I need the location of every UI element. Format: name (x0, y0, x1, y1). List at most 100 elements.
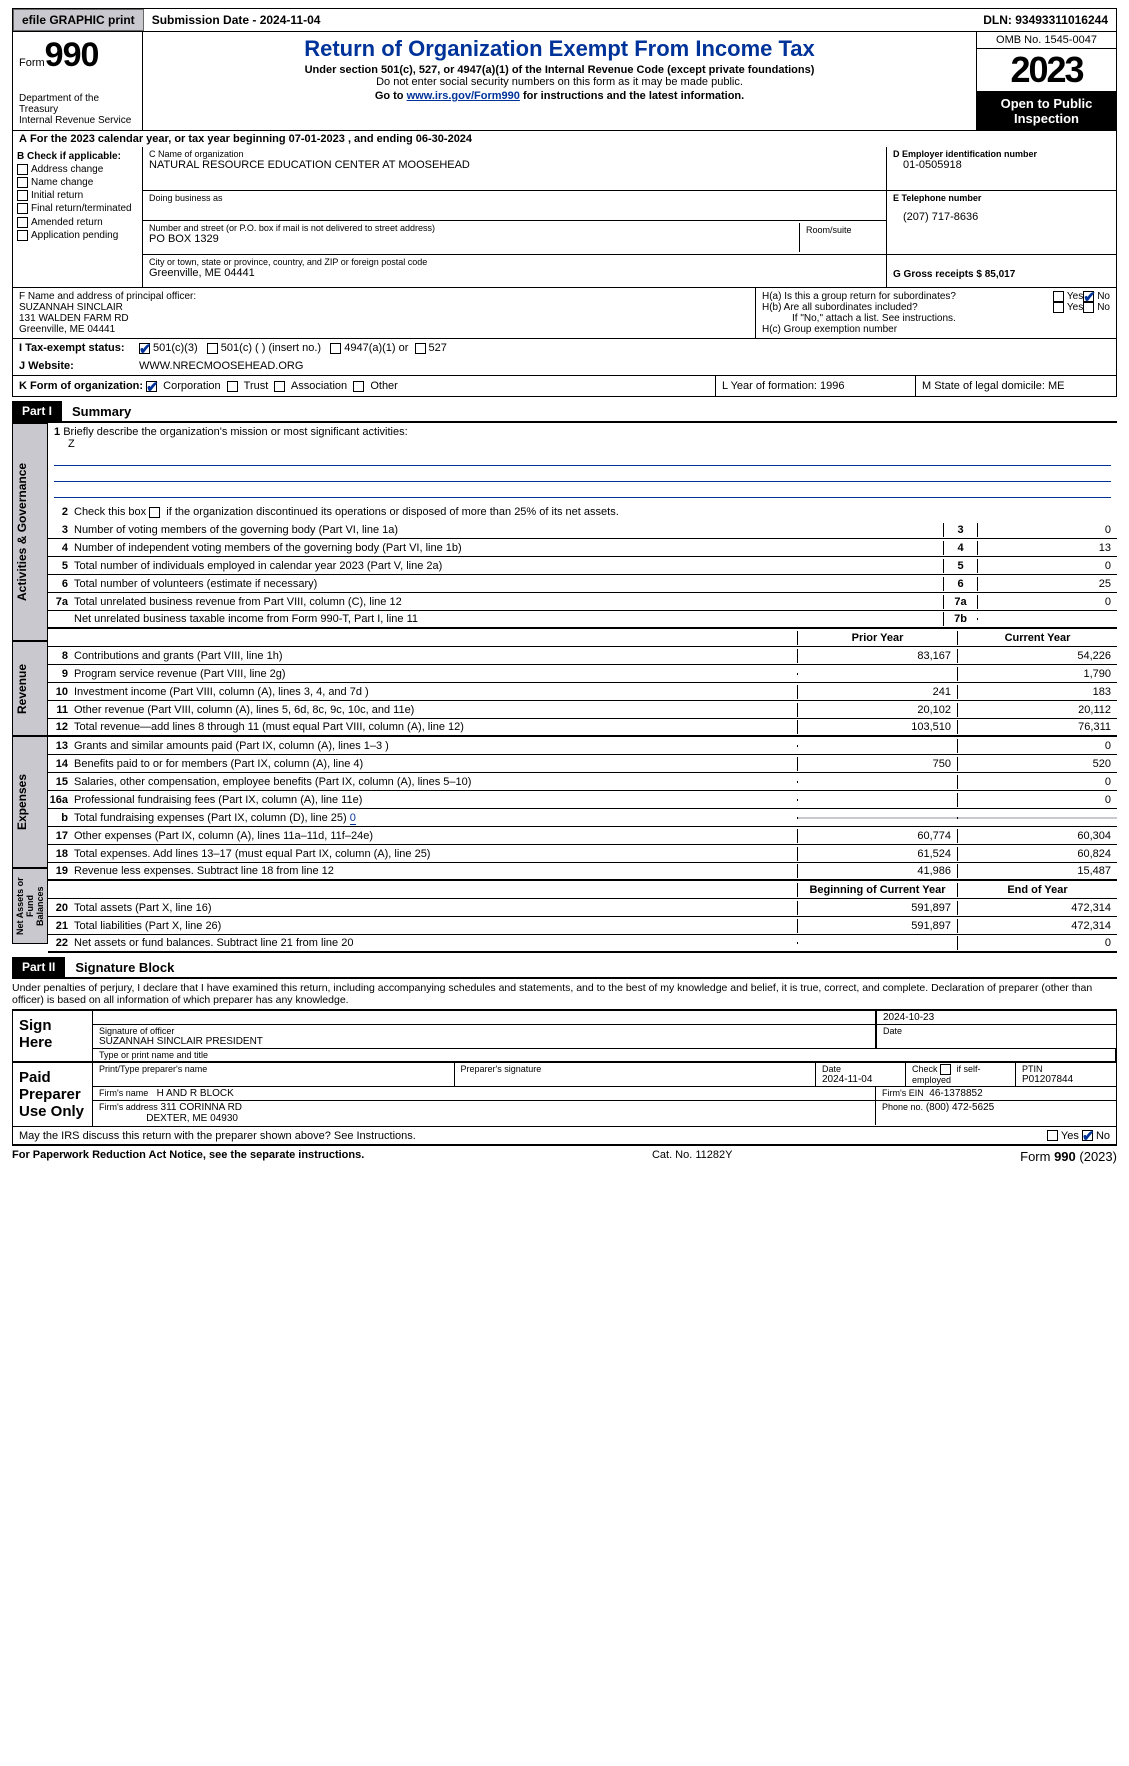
footer-left: For Paperwork Reduction Act Notice, see … (12, 1149, 364, 1164)
ptin-label: PTIN (1022, 1064, 1110, 1074)
footer-cat: Cat. No. 11282Y (652, 1149, 733, 1164)
c12: 76,311 (957, 720, 1117, 734)
val-7b (977, 618, 1117, 620)
hdr-curr: Current Year (957, 631, 1117, 645)
officer-date: 2024-10-23 (876, 1011, 1116, 1024)
date-label: Date (876, 1025, 1116, 1048)
line-13: Grants and similar amounts paid (Part IX… (74, 739, 797, 753)
checkbox-501c[interactable] (207, 343, 218, 354)
sign-here-label: Sign Here (13, 1011, 93, 1061)
checkbox-assoc[interactable] (274, 381, 285, 392)
form-org-label: K Form of organization: (19, 380, 143, 392)
city-label: City or town, state or province, country… (149, 257, 880, 267)
officer-addr2: Greenville, ME 04441 (19, 324, 749, 335)
sig-officer-label: Signature of officer (99, 1026, 869, 1036)
website-value: WWW.NRECMOOSEHEAD.ORG (139, 360, 303, 372)
val-4: 13 (977, 541, 1117, 555)
p20: 591,897 (797, 901, 957, 915)
c18: 60,824 (957, 847, 1117, 861)
checkbox-hb-no[interactable] (1083, 302, 1094, 313)
checkbox-discuss-yes[interactable] (1047, 1130, 1058, 1141)
c16a: 0 (957, 793, 1117, 807)
vtab-revenue: Revenue (12, 641, 48, 736)
name-label: C Name of organization (149, 149, 880, 159)
subtitle-1: Under section 501(c), 527, or 4947(a)(1)… (151, 64, 968, 76)
line-7a: Total unrelated business revenue from Pa… (74, 595, 943, 609)
checkbox-corp[interactable] (146, 381, 157, 392)
part-1-badge: Part I (12, 401, 62, 421)
p19: 41,986 (797, 864, 957, 878)
firm-phone: (800) 472-5625 (926, 1102, 994, 1113)
line-16a: Professional fundraising fees (Part IX, … (74, 793, 797, 807)
hb-label: H(b) Are all subordinates included? (762, 302, 1053, 313)
p8: 83,167 (797, 649, 957, 663)
checkbox-final-return[interactable] (17, 203, 28, 214)
line-8: Contributions and grants (Part VIII, lin… (74, 649, 797, 663)
hc-label: H(c) Group exemption number (762, 324, 1110, 335)
checkbox-hb-yes[interactable] (1053, 302, 1064, 313)
checkbox-self-employed[interactable] (940, 1064, 951, 1075)
checkbox-app-pending[interactable] (17, 230, 28, 241)
line-15: Salaries, other compensation, employee b… (74, 775, 797, 789)
officer-name: SUZANNAH SINCLAIR (19, 302, 749, 313)
c10: 183 (957, 685, 1117, 699)
checkbox-amended[interactable] (17, 217, 28, 228)
org-name: NATURAL RESOURCE EDUCATION CENTER AT MOO… (149, 159, 880, 171)
discuss-text: May the IRS discuss this return with the… (13, 1129, 1047, 1143)
line-18: Total expenses. Add lines 13–17 (must eq… (74, 847, 797, 861)
checkbox-527[interactable] (415, 343, 426, 354)
phone-value: (207) 717-8636 (893, 211, 1110, 223)
p14: 750 (797, 757, 957, 771)
form-word: Form (19, 57, 45, 69)
ein-label: D Employer identification number (893, 149, 1110, 159)
checkbox-other[interactable] (353, 381, 364, 392)
checkbox-ha-no[interactable] (1083, 291, 1094, 302)
checkbox-ha-yes[interactable] (1053, 291, 1064, 302)
c9: 1,790 (957, 667, 1117, 681)
line-6: Total number of volunteers (estimate if … (74, 577, 943, 591)
prep-date: 2024-11-04 (822, 1074, 899, 1085)
c17: 60,304 (957, 829, 1117, 843)
p22 (797, 942, 957, 944)
form-number: 990 (45, 36, 99, 74)
c15: 0 (957, 775, 1117, 789)
p21: 591,897 (797, 919, 957, 933)
addr-label: Number and street (or P.O. box if mail i… (149, 223, 799, 233)
checkbox-discuss-no[interactable] (1082, 1130, 1093, 1141)
submission-date: Submission Date - 2024-11-04 (144, 10, 329, 30)
c13: 0 (957, 739, 1117, 753)
checkbox-trust[interactable] (227, 381, 238, 392)
department: Department of the Treasury Internal Reve… (19, 93, 136, 126)
checkbox-line2[interactable] (149, 507, 160, 518)
firm-addr1: 311 CORINNA RD (161, 1102, 243, 1113)
vtab-expenses: Expenses (12, 736, 48, 868)
irs-link[interactable]: www.irs.gov/Form990 (407, 90, 520, 102)
checkbox-name-change[interactable] (17, 177, 28, 188)
line-22: Net assets or fund balances. Subtract li… (74, 936, 797, 950)
type-name-label: Type or print name and title (93, 1049, 1116, 1061)
firm-name-label: Firm's name (99, 1088, 148, 1098)
dba-label: Doing business as (149, 193, 880, 203)
ein-value: 01-0505918 (893, 159, 1110, 171)
val-3: 0 (977, 523, 1117, 537)
checkbox-501c3[interactable] (139, 343, 150, 354)
checkbox-4947[interactable] (330, 343, 341, 354)
line-21: Total liabilities (Part X, line 26) (74, 919, 797, 933)
line-10: Investment income (Part VIII, column (A)… (74, 685, 797, 699)
prep-name-label: Print/Type preparer's name (99, 1064, 448, 1074)
phone-label: E Telephone number (893, 193, 1110, 203)
inspection-notice: Open to Public Inspection (977, 92, 1116, 130)
p9 (797, 673, 957, 675)
box-b: B Check if applicable: Address change Na… (13, 147, 143, 287)
val-7a: 0 (977, 595, 1117, 609)
checkbox-initial-return[interactable] (17, 190, 28, 201)
hdr-beg: Beginning of Current Year (797, 883, 957, 897)
c19: 15,487 (957, 864, 1117, 878)
line-11: Other revenue (Part VIII, column (A), li… (74, 703, 797, 717)
checkbox-address-change[interactable] (17, 164, 28, 175)
c20: 472,314 (957, 901, 1117, 915)
p10: 241 (797, 685, 957, 699)
part-1-title: Summary (62, 404, 131, 419)
efile-print-button[interactable]: efile GRAPHIC print (13, 9, 144, 31)
p16a (797, 799, 957, 801)
